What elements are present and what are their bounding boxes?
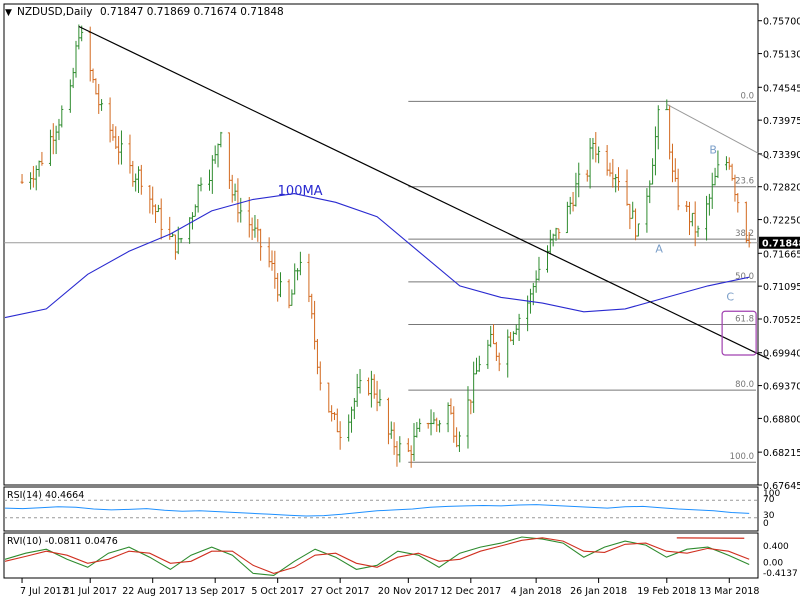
rvi-tick-label-0: 0.400 <box>763 542 789 552</box>
fib-level-label-5: 80.0 <box>735 380 754 390</box>
y-tick-label-4: 0.73390 <box>763 150 800 161</box>
annotation-b: B <box>709 143 717 156</box>
x-tick-label-7: 12 Dec 2017 <box>440 586 501 597</box>
dropdown-arrow-icon[interactable]: ▼ <box>5 8 12 18</box>
x-tick-label-8: 4 Jan 2018 <box>511 586 562 597</box>
y-tick-label-1: 0.75130 <box>763 50 800 61</box>
x-tick-label-1: 31 Jul 2017 <box>63 586 117 597</box>
fib-level-label-3: 50.0 <box>735 272 754 282</box>
rvi-tick-label-2: -0.4137 <box>763 569 798 579</box>
fib-level-label-6: 100.0 <box>730 452 754 462</box>
rsi-tick-label-1: 70 <box>763 495 775 505</box>
x-tick-label-4: 5 Oct 2017 <box>251 586 304 597</box>
rvi-tick-label-1: 0.00 <box>763 558 783 568</box>
x-tick-label-11: 13 Mar 2018 <box>699 586 759 597</box>
y-tick-label-3: 0.73975 <box>763 116 800 127</box>
y-tick-label-14: 0.67645 <box>763 481 800 492</box>
fib-level-label-2: 38.2 <box>735 229 754 239</box>
fib-level-label-4: 61.8 <box>735 314 754 324</box>
y-tick-label-11: 0.69370 <box>763 382 800 393</box>
x-tick-label-3: 13 Sep 2017 <box>185 586 245 597</box>
symbol-label: NZDUSD,Daily <box>17 6 92 18</box>
fib-level-label-0: 0.0 <box>740 91 754 101</box>
rsi-tick-label-3: 0 <box>763 519 769 529</box>
x-tick-label-5: 27 Oct 2017 <box>311 586 370 597</box>
y-tick-label-12: 0.68800 <box>763 414 800 425</box>
ohlc-values: 0.71847 0.71869 0.71674 0.71848 <box>100 6 284 18</box>
y-tick-label-8: 0.71095 <box>763 282 800 293</box>
x-tick-label-6: 20 Nov 2017 <box>378 586 439 597</box>
y-tick-label-0: 0.75700 <box>763 17 800 28</box>
x-tick-label-10: 19 Feb 2018 <box>637 586 696 597</box>
x-tick-label-0: 7 Jul 2017 <box>20 586 68 597</box>
x-tick-label-9: 26 Jan 2018 <box>570 586 627 597</box>
y-tick-label-9: 0.70525 <box>763 315 800 326</box>
annotation-c: C <box>726 290 734 303</box>
y-tick-label-7: 0.71665 <box>763 249 800 260</box>
y-tick-label-6: 0.72250 <box>763 216 800 227</box>
annotation-a: A <box>655 242 663 255</box>
x-tick-label-2: 22 Aug 2017 <box>122 586 183 597</box>
last-price-label: 0.71848 <box>762 239 800 250</box>
rsi-title: RSI(14) 40.4664 <box>7 490 84 501</box>
y-tick-label-10: 0.69940 <box>763 349 800 360</box>
y-tick-label-2: 0.74545 <box>763 83 800 94</box>
y-tick-label-13: 0.68215 <box>763 448 800 459</box>
rvi-title: RVI(10) -0.0811 0.0476 <box>7 536 118 547</box>
fib-level-label-1: 23.6 <box>735 177 754 187</box>
annotation-100ma: 100MA <box>278 184 323 199</box>
y-tick-label-5: 0.72820 <box>763 183 800 194</box>
